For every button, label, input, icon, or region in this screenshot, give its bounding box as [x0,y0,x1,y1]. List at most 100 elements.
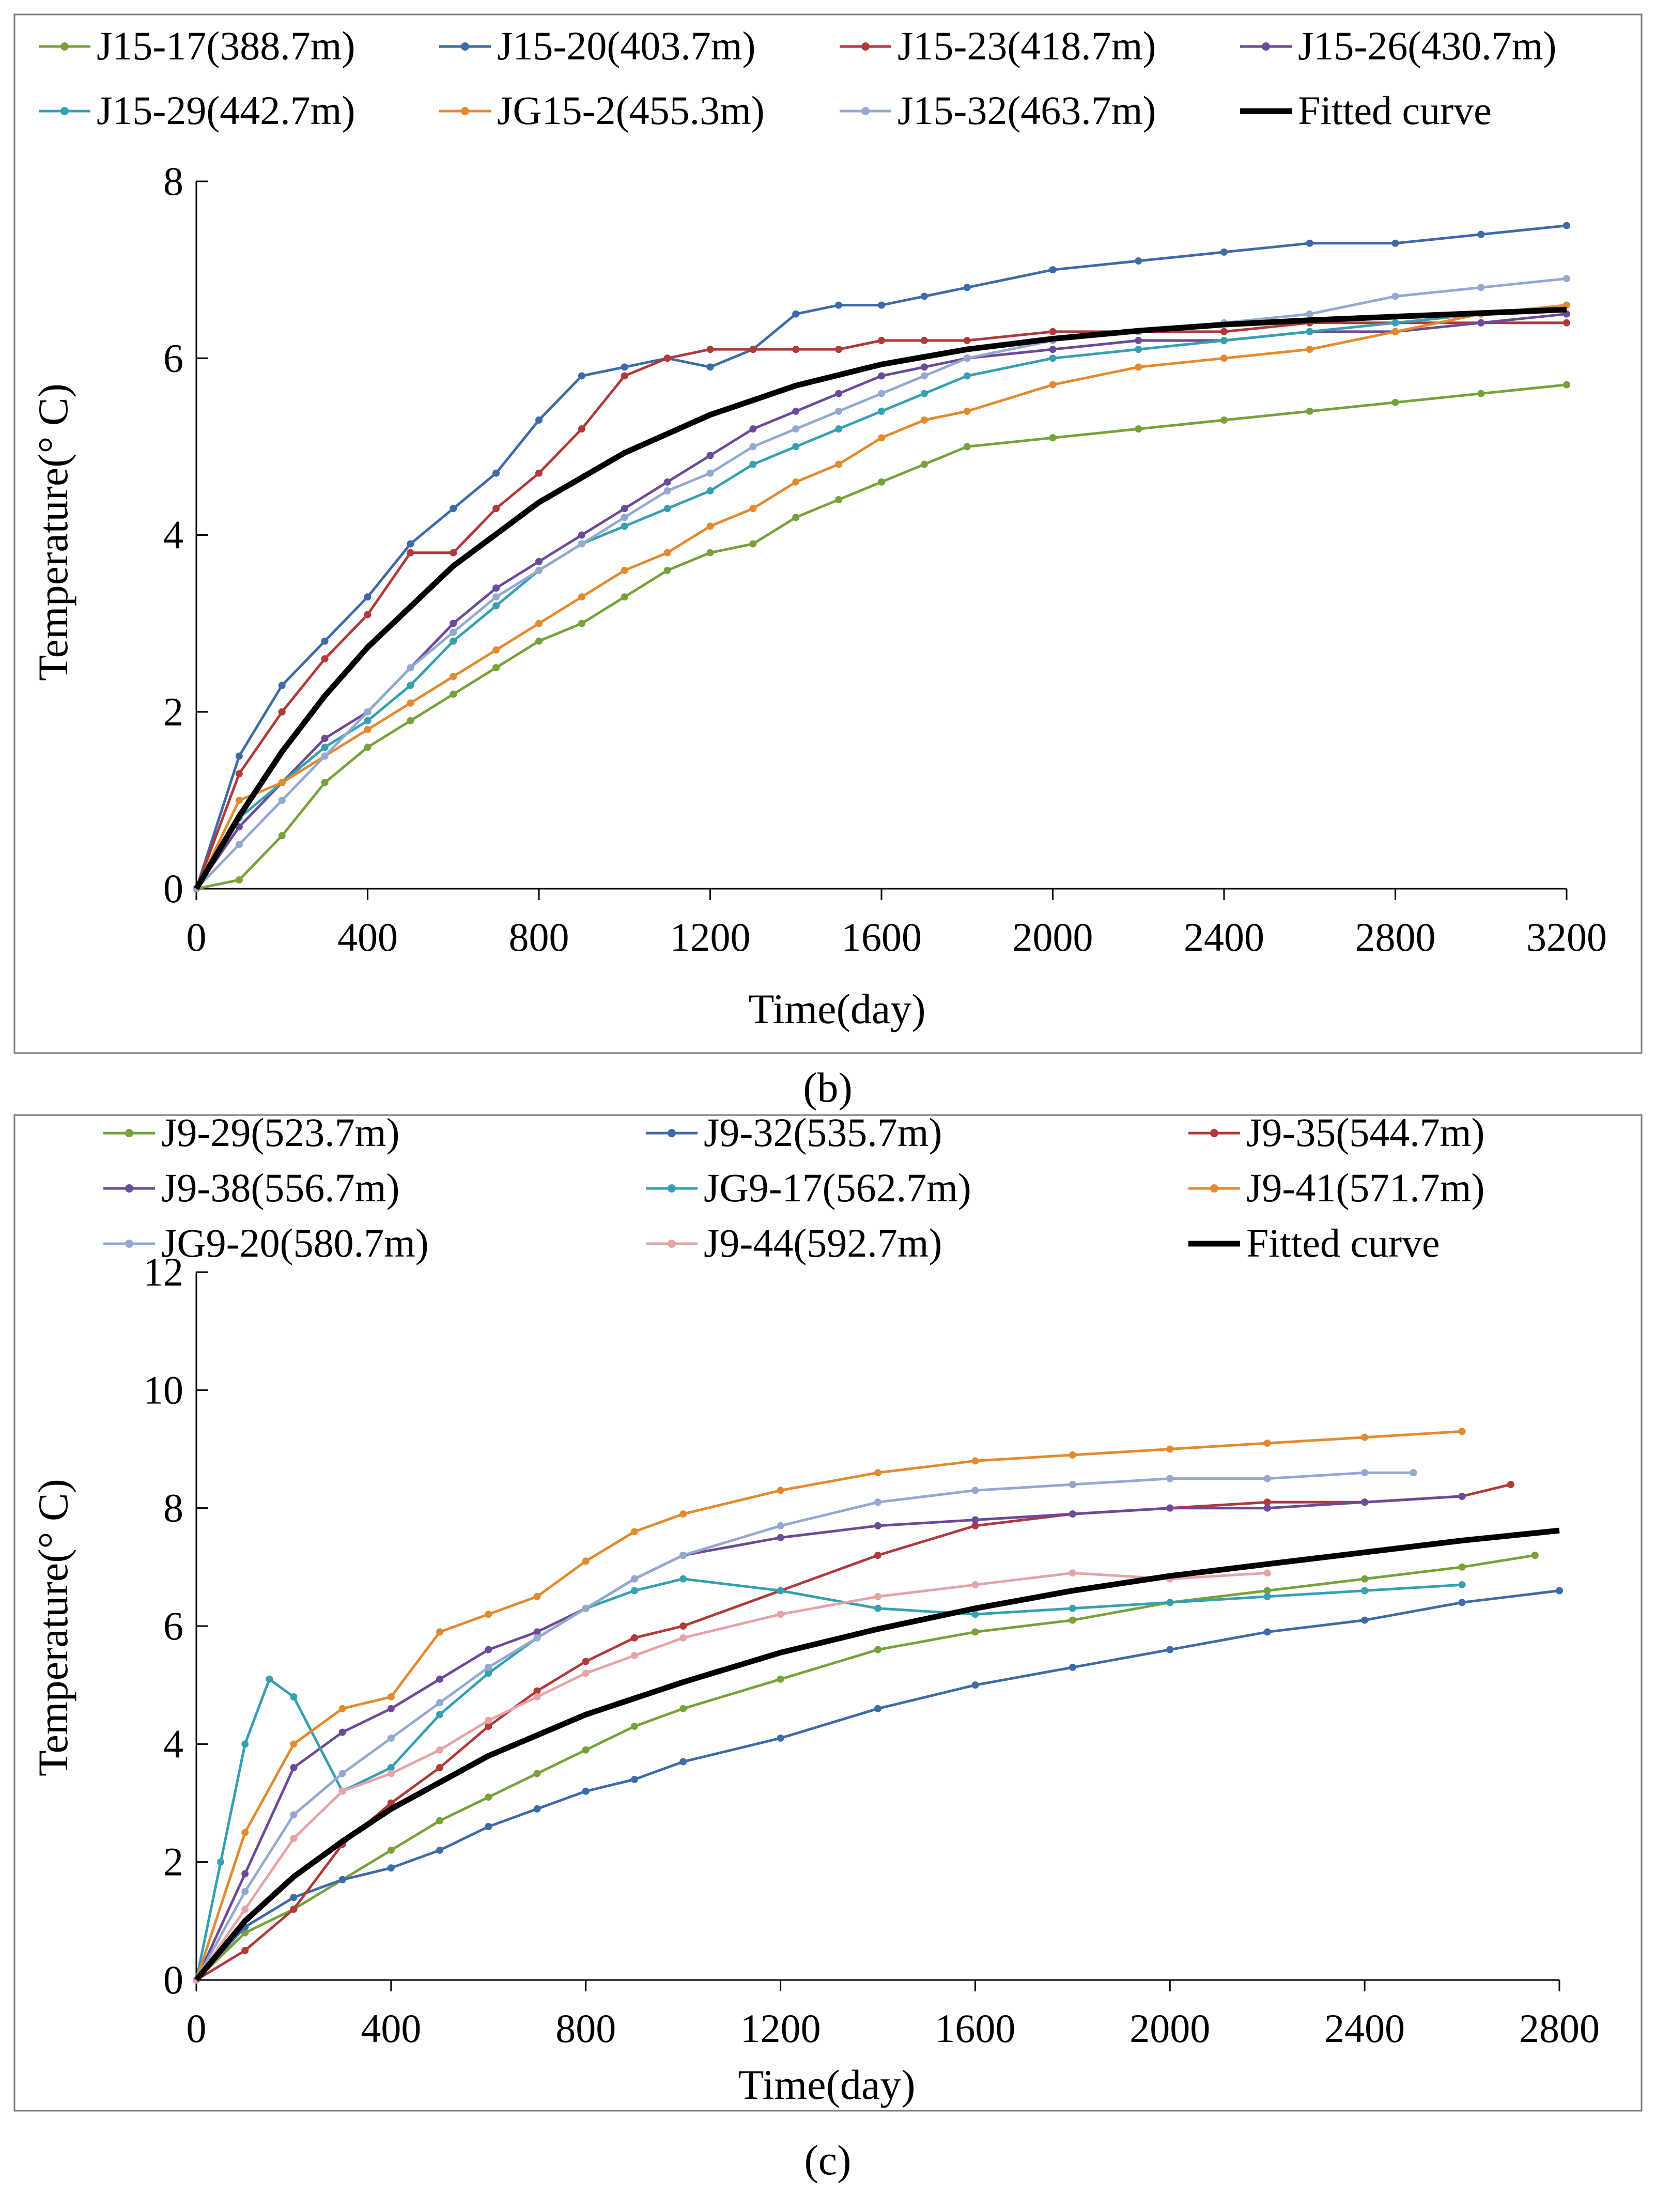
data-point-j9-41-571-7m [533,1592,541,1600]
legend-marker-j9-38-556-7m [125,1184,133,1193]
x-tick-label: 1200 [670,915,751,960]
data-point-jg9-20-580-7m [290,1811,298,1819]
data-point-jg15-2-455-3m [407,699,414,707]
data-point-j15-23-418-7m [492,505,500,513]
data-point-jg15-2-455-3m [878,434,885,442]
caption-c: (c) [804,2137,851,2184]
data-point-j9-38-556-7m [1361,1498,1369,1506]
data-point-j15-26-430-7m [321,735,329,743]
legend-marker-j15-32-463-7m [861,107,870,115]
data-point-j9-38-556-7m [387,1705,395,1712]
legend-marker-j15-17-388-7m [60,42,69,51]
data-point-j9-29-523-7m [1458,1563,1466,1571]
data-point-jg9-20-580-7m [630,1575,638,1583]
data-point-jg9-17-562-7m [1069,1604,1076,1612]
data-point-j15-32-463-7m [278,796,286,804]
data-point-jg9-20-580-7m [1263,1475,1271,1482]
legend-marker-j15-20-403-7m [461,42,469,51]
y-axis-title: Temperature(° C) [29,1479,76,1776]
y-tick-label: 0 [163,1957,183,2002]
data-point-j9-44-592-7m [338,1787,346,1795]
data-point-j9-32-535-7m [971,1681,979,1689]
data-point-jg9-17-562-7m [266,1675,273,1683]
data-point-j9-29-523-7m [874,1646,881,1653]
legend-marker-j9-32-535-7m [668,1129,676,1137]
data-point-j15-20-403-7m [535,416,543,424]
legend-marker-j9-35-544-7m [1210,1129,1218,1137]
data-point-j15-17-388-7m [1049,434,1057,442]
legend-label-j9-29-523-7m: J9-29(523.7m) [161,1110,399,1155]
data-point-jg15-2-455-3m [1049,381,1057,389]
data-point-j15-17-388-7m [878,478,885,486]
data-point-j15-20-403-7m [963,284,971,291]
data-point-j15-32-463-7m [450,628,457,636]
data-point-j15-26-430-7m [1049,346,1057,353]
data-point-j15-20-403-7m [1220,248,1228,256]
data-point-j15-29-442-7m [920,390,928,397]
data-point-j15-29-442-7m [835,425,843,433]
data-point-j15-23-418-7m [578,425,585,433]
data-point-j15-17-388-7m [278,832,286,840]
data-point-j9-38-556-7m [1263,1504,1271,1512]
data-point-j15-32-463-7m [878,390,885,397]
data-point-j15-23-418-7m [1049,328,1057,335]
data-point-j15-17-388-7m [749,540,757,548]
data-point-jg9-17-562-7m [1263,1592,1271,1600]
series-line-j9-32-535-7m [195,1589,1560,1981]
data-point-jg9-20-580-7m [1361,1469,1369,1477]
series-line-j15-20-403-7m [195,224,1567,889]
data-point-jg15-2-455-3m [1306,346,1313,353]
y-tick-label: 10 [143,1367,183,1412]
data-point-j9-35-544-7m [971,1522,979,1529]
legend-label-jg9-20-580-7m: JG9-20(580.7m) [161,1220,429,1265]
data-point-j15-26-430-7m [706,452,714,459]
data-point-j9-44-592-7m [679,1634,687,1642]
x-tick-label: 1600 [935,2006,1015,2051]
data-point-j15-17-388-7m [1306,407,1313,415]
data-point-j15-32-463-7m [578,540,585,548]
data-point-j15-23-418-7m [835,346,843,353]
data-point-j9-44-592-7m [533,1693,541,1700]
data-point-j15-17-388-7m [235,876,243,884]
data-point-j15-17-388-7m [663,566,671,574]
data-point-j9-32-535-7m [436,1846,444,1854]
data-point-j15-29-442-7m [706,487,714,494]
data-point-j9-41-571-7m [679,1510,687,1518]
data-point-j15-29-442-7m [878,407,885,415]
y-tick-label: 4 [163,513,183,558]
data-point-j15-32-463-7m [706,469,714,477]
y-axis-title: Temperature(° C) [29,383,76,681]
data-point-j15-26-430-7m [663,478,671,486]
data-point-j15-29-442-7m [1220,337,1228,345]
data-point-j9-41-571-7m [436,1628,444,1636]
y-tick-label: 0 [163,866,183,911]
data-point-j15-20-403-7m [235,752,243,760]
data-point-jg15-2-455-3m [1391,328,1399,335]
data-point-j15-32-463-7m [235,841,243,848]
y-tick-label: 8 [163,159,183,204]
data-point-j9-38-556-7m [1458,1492,1466,1500]
legend-label-j15-23-418-7m: J15-23(418.7m) [897,23,1156,68]
data-point-jg9-20-580-7m [1166,1475,1174,1482]
data-point-jg9-20-580-7m [533,1634,541,1642]
y-tick-label: 8 [163,1486,183,1530]
data-point-jg9-20-580-7m [679,1552,687,1559]
data-point-jg9-20-580-7m [874,1498,881,1506]
data-point-j15-17-388-7m [1220,416,1228,424]
data-point-j9-29-523-7m [582,1746,590,1754]
data-point-j9-41-571-7m [290,1740,298,1748]
data-point-j9-32-535-7m [387,1864,395,1872]
legend-label-jg9-17-562-7m: JG9-17(562.7m) [704,1165,971,1210]
data-point-jg15-2-455-3m [450,673,457,680]
legend-marker-jg9-17-562-7m [668,1184,676,1193]
data-point-j15-17-388-7m [364,744,372,751]
data-point-j15-20-403-7m [878,301,885,309]
x-tick-label: 400 [361,2006,421,2051]
data-point-j9-29-523-7m [485,1793,492,1801]
data-point-j15-32-463-7m [364,708,372,716]
data-point-j15-32-463-7m [792,425,800,433]
data-point-jg9-20-580-7m [485,1663,492,1671]
data-point-j9-35-544-7m [582,1658,590,1665]
data-point-jg9-20-580-7m [971,1487,979,1494]
legend-marker-jg9-20-580-7m [125,1240,133,1248]
